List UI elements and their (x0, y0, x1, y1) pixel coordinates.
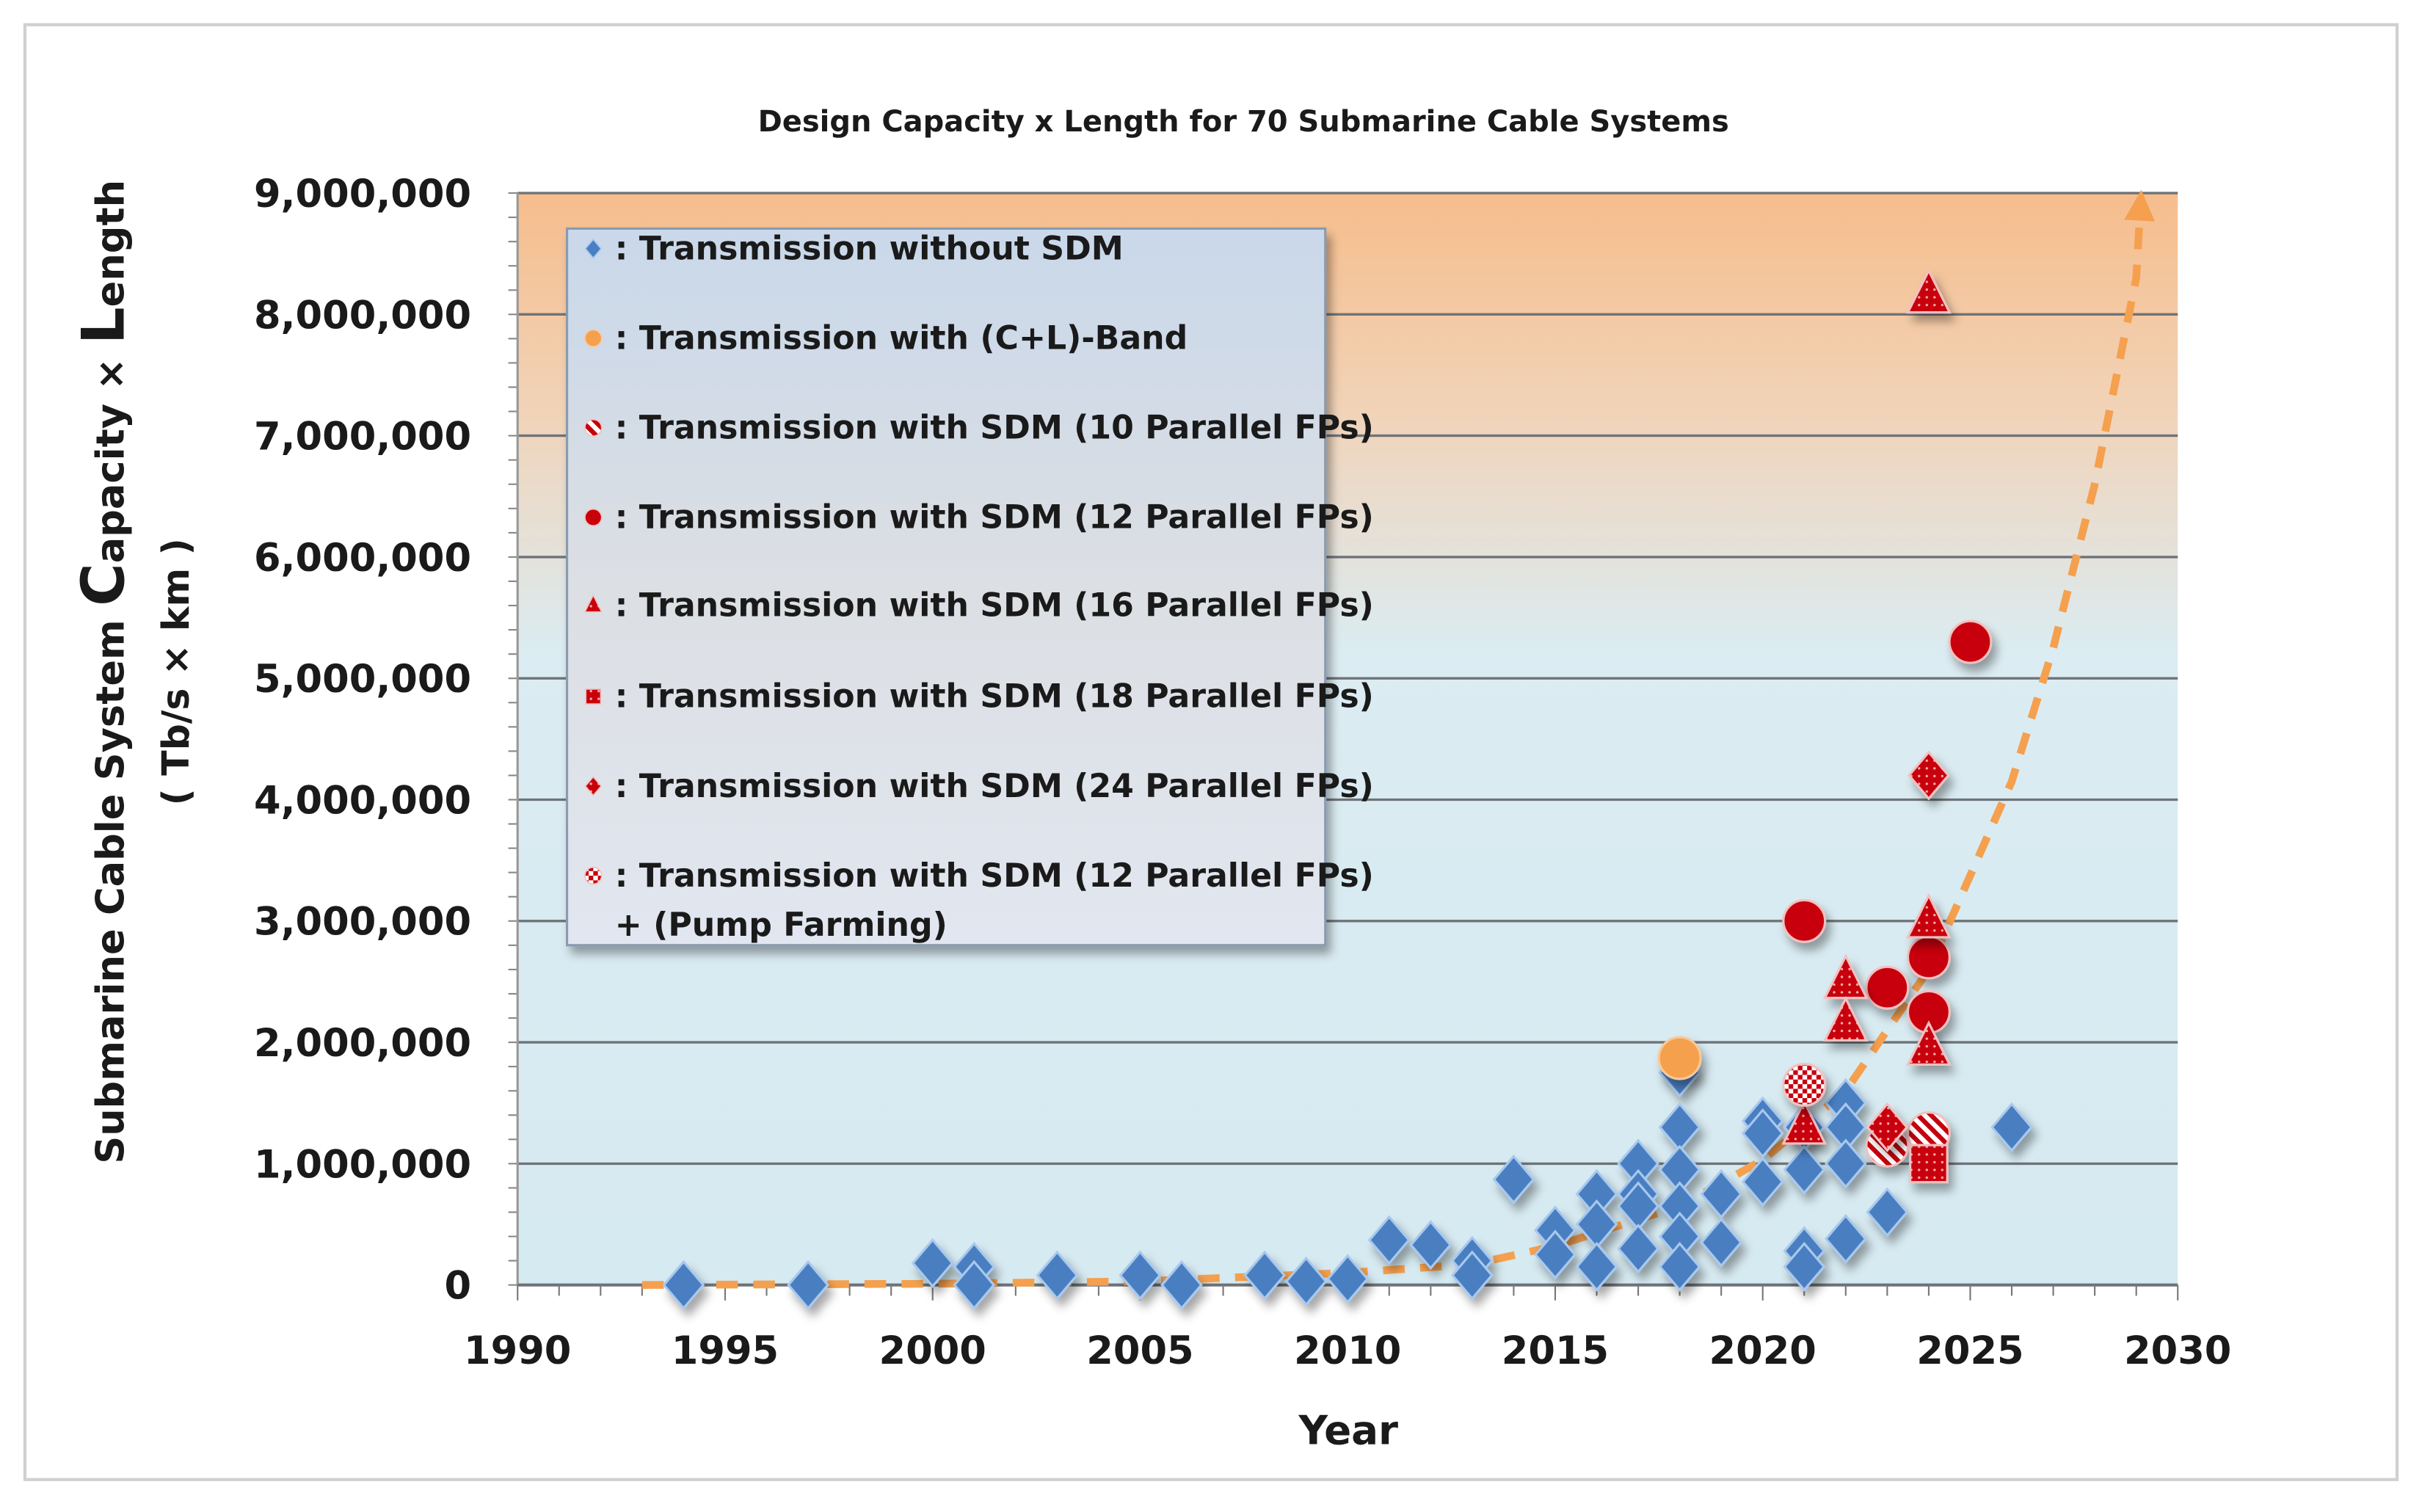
legend: : Transmission without SDM : Transmission… (565, 227, 1374, 947)
y-tick-label: 0 (444, 1264, 471, 1309)
series-0 (662, 1047, 2033, 1310)
data-point-diamond (953, 1260, 996, 1310)
x-tick-label: 1990 (464, 1329, 571, 1373)
data-point-diamond (1783, 1241, 1826, 1292)
legend-marker-diamond (584, 238, 603, 259)
data-point-diamond (1243, 1250, 1287, 1301)
legend-marker-circle (584, 508, 603, 527)
data-point-diamond (1284, 1256, 1328, 1306)
x-tick-label: 2025 (1916, 1329, 2023, 1373)
y-tick-label: 3,000,000 (254, 900, 471, 945)
legend-marker-diamond (584, 776, 603, 796)
data-point-circle (1865, 965, 1910, 1010)
series-6 (1866, 750, 1950, 1152)
data-point-diamond (1409, 1220, 1452, 1271)
y-axis-units: ( Tb/s × km ) (154, 538, 197, 805)
data-point-diamond (1575, 1241, 1618, 1292)
data-point-diamond (1450, 1250, 1494, 1301)
data-point-diamond (1367, 1215, 1411, 1265)
data-point-diamond (1700, 1217, 1743, 1268)
data-point-triangle (1781, 1099, 1828, 1145)
data-point-triangle (1905, 268, 1952, 314)
legend-label: + (Pump Farming) (615, 906, 948, 944)
series-5 (1909, 1144, 1949, 1184)
series-1 (1657, 1036, 1702, 1080)
x-tick-label: 2000 (879, 1329, 986, 1373)
y-tick-label: 9,000,000 (254, 172, 471, 217)
x-tick-label: 2005 (1086, 1329, 1193, 1373)
trend-line (641, 189, 2156, 1289)
legend-label: : Transmission with SDM (16 Parallel FPs… (615, 587, 1374, 625)
data-point-triangle (1905, 893, 1952, 939)
y-tick-label: 4,000,000 (254, 778, 471, 823)
data-point-circle (1657, 1036, 1702, 1080)
legend-marker-circle (584, 866, 603, 885)
data-point-diamond (662, 1260, 705, 1310)
legend-marker-square (585, 688, 602, 705)
x-tick-label: 2015 (1502, 1329, 1609, 1373)
y-tick-label: 7,000,000 (254, 415, 471, 459)
legend-label: : Transmission with SDM (12 Parallel FPs… (615, 499, 1374, 537)
chart-title: Design Capacity x Length for 70 Submarin… (758, 105, 1729, 139)
series-3 (1782, 619, 1993, 1034)
data-point-circle (1782, 1062, 1827, 1107)
data-point-diamond (1908, 750, 1950, 801)
legend-label: : Transmission with SDM (12 Parallel FPs… (615, 857, 1374, 895)
x-tick-label: 2020 (1709, 1329, 1816, 1373)
x-tick-label: 1995 (672, 1329, 779, 1373)
x-tick-label: 2010 (1294, 1329, 1401, 1373)
data-point-diamond (911, 1237, 954, 1288)
data-point-circle (1906, 935, 1951, 980)
data-point-diamond (1326, 1254, 1370, 1304)
series-7 (1782, 1062, 1827, 1107)
data-point-diamond (1119, 1250, 1162, 1301)
legend-marker-circle (584, 418, 603, 437)
data-point-diamond (787, 1260, 829, 1310)
data-point-diamond (1741, 1108, 1784, 1159)
data-point-diamond (1700, 1168, 1743, 1219)
legend-label: : Transmission without SDM (615, 230, 1124, 268)
data-point-diamond (1160, 1260, 1203, 1310)
x-tick-label: 2030 (2124, 1329, 2231, 1373)
data-point-triangle (1905, 1020, 1952, 1066)
legend-marker-circle (584, 329, 603, 348)
legend-label: : Transmission with (C+L)-Band (615, 320, 1188, 357)
data-point-circle (1782, 898, 1827, 943)
data-point-diamond (1866, 1102, 1909, 1152)
data-point-circle (1948, 619, 1993, 664)
series-4 (1781, 268, 1952, 1145)
y-tick-label: 8,000,000 (254, 293, 471, 338)
legend-label: : Transmission with SDM (10 Parallel FPs… (615, 410, 1374, 447)
data-point-diamond (1824, 1213, 1867, 1264)
data-point-diamond (1741, 1157, 1784, 1207)
data-point-diamond (1783, 1144, 1826, 1195)
y-tick-label: 6,000,000 (254, 536, 471, 581)
data-point-diamond (1492, 1154, 1535, 1204)
data-point-diamond (1534, 1229, 1577, 1280)
data-point-diamond (1036, 1250, 1079, 1301)
y-tick-label: 5,000,000 (254, 657, 471, 702)
data-point-diamond (1866, 1187, 1909, 1237)
data-point-square (1909, 1144, 1949, 1184)
y-axis-label: Submarine Cable System Capacity × Length (70, 180, 138, 1164)
y-tick-label: 2,000,000 (254, 1021, 471, 1066)
data-point-diamond (1617, 1224, 1659, 1274)
y-tick-label: 1,000,000 (254, 1142, 471, 1187)
data-point-diamond (1990, 1102, 2033, 1152)
legend-label: : Transmission with SDM (24 Parallel FPs… (615, 768, 1374, 805)
data-point-triangle (1822, 996, 1869, 1042)
data-point-diamond (1658, 1241, 1701, 1292)
legend-marker-triangle (583, 594, 603, 613)
x-axis-label: Year (1298, 1406, 1398, 1453)
data-point-diamond (1824, 1138, 1867, 1189)
legend-label: : Transmission with SDM (18 Parallel FPs… (615, 678, 1374, 716)
